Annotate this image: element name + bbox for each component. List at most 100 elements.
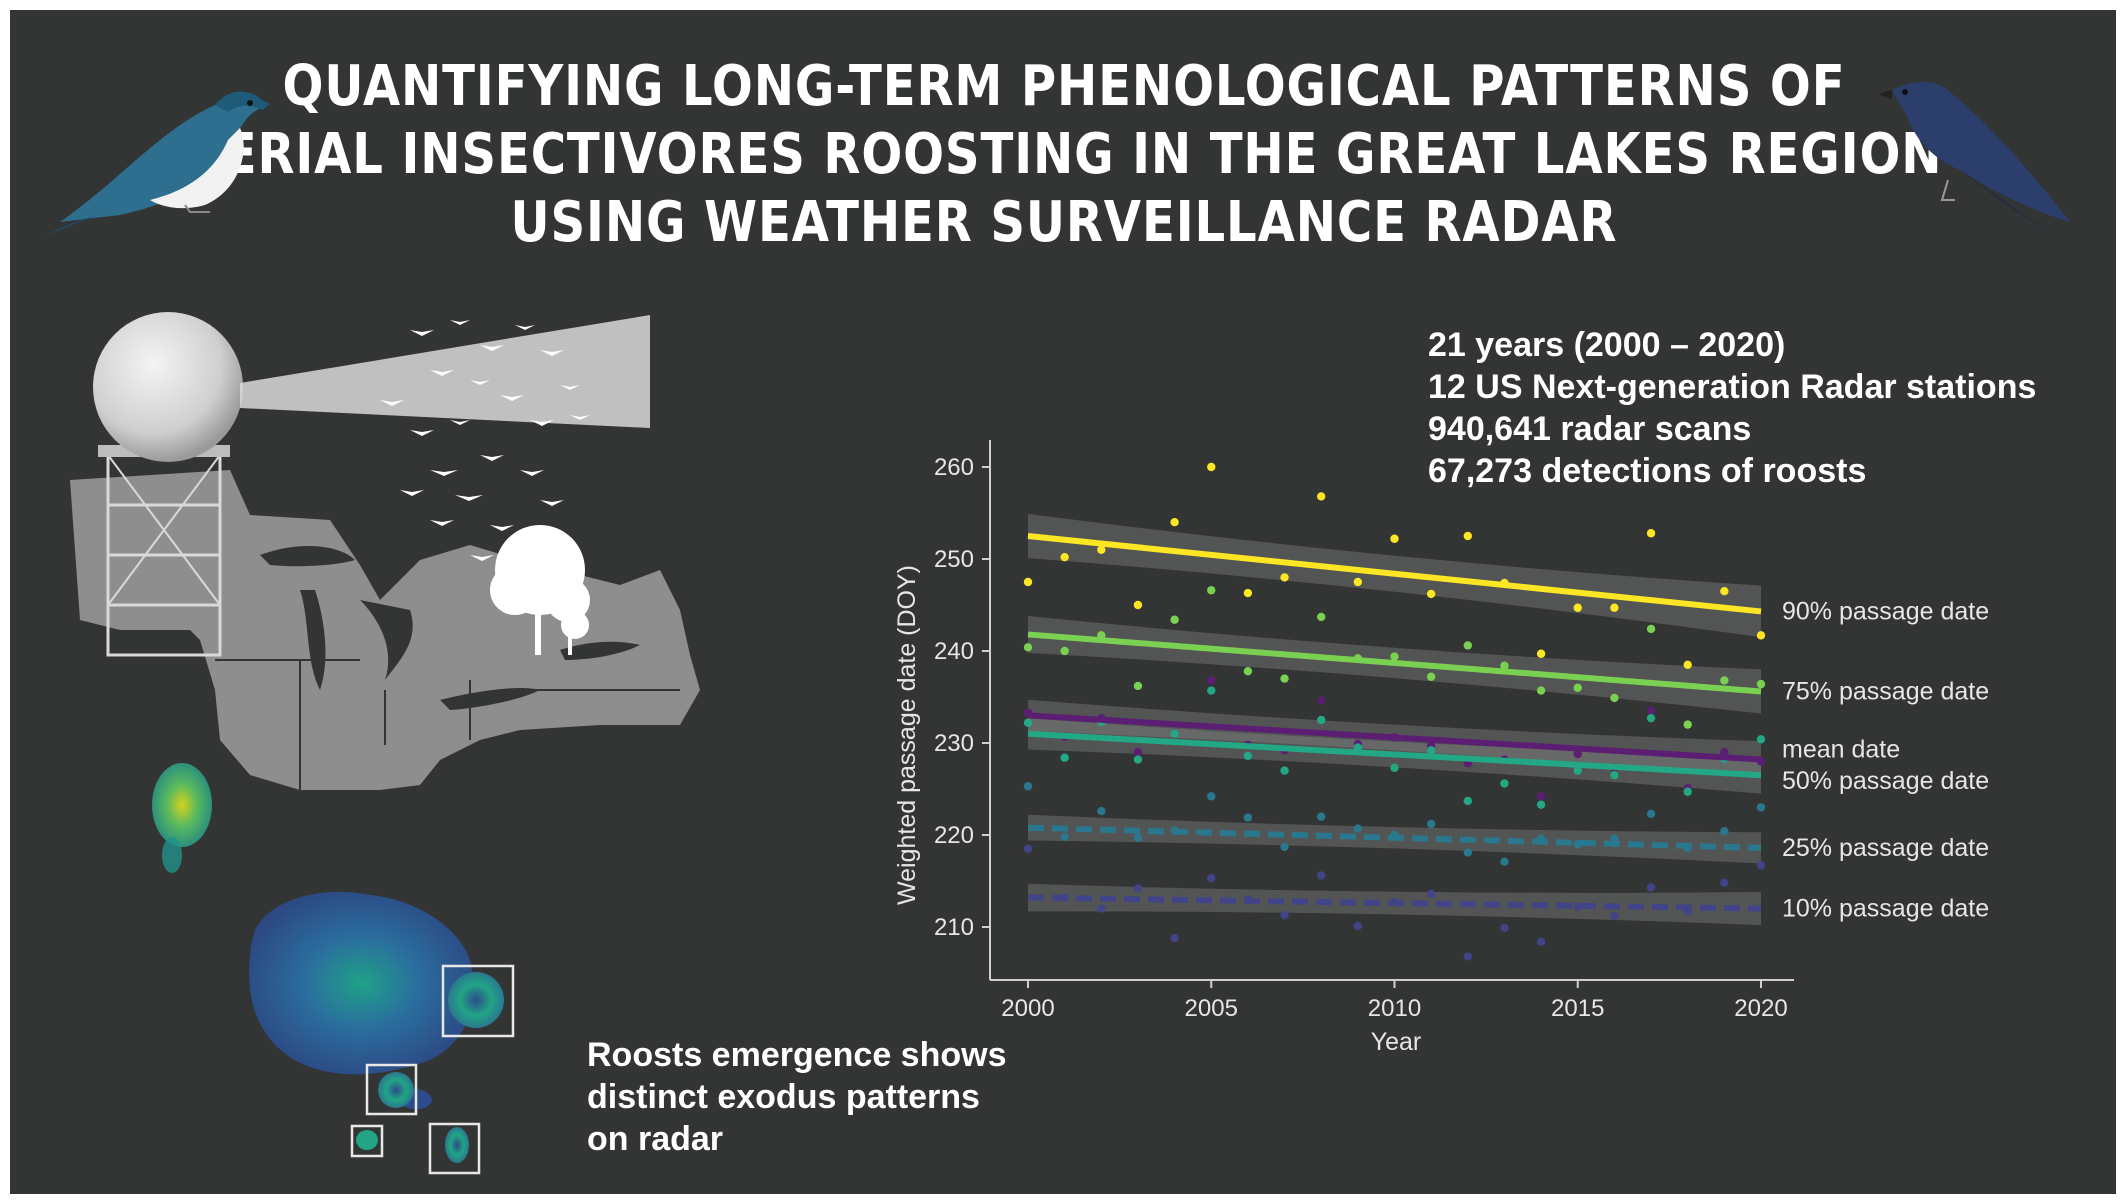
data-point xyxy=(1463,641,1473,650)
data-point xyxy=(1023,643,1033,652)
y-tick-label: 220 xyxy=(934,822,974,849)
data-point xyxy=(1353,824,1363,833)
data-point xyxy=(1463,848,1473,857)
data-point xyxy=(1133,748,1143,757)
data-point xyxy=(1610,693,1619,703)
data-point xyxy=(1170,729,1179,738)
data-point xyxy=(1097,806,1106,816)
stat-years: 21 years (2000 – 2020) xyxy=(1428,326,1786,364)
roost-box-2 xyxy=(365,1063,418,1116)
data-point xyxy=(1646,706,1656,715)
data-point xyxy=(1207,792,1216,801)
caption-line-2: distinct exodus patterns xyxy=(587,1078,980,1116)
data-point xyxy=(1280,842,1289,852)
tree-swallow-illustration xyxy=(40,91,270,238)
caption-line-3: on radar xyxy=(587,1120,724,1158)
data-point xyxy=(1646,624,1656,634)
data-point xyxy=(1610,603,1619,612)
title-line-2: AERIAL INSECTIVORES ROOSTING IN THE GREA… xyxy=(185,122,1943,187)
data-point xyxy=(1683,660,1692,669)
data-point xyxy=(1646,883,1656,892)
title-line-1: QUANTIFYING LONG-TERM PHENOLOGICAL PATTE… xyxy=(282,54,1846,119)
y-tick-label: 230 xyxy=(934,730,974,757)
stat-stations: 12 US Next-generation Radar stations xyxy=(1428,368,2037,406)
data-point xyxy=(1353,577,1363,587)
data-point xyxy=(1133,755,1143,764)
data-point xyxy=(1573,683,1582,692)
data-point xyxy=(1243,667,1253,676)
trend-line-75-passage-date xyxy=(1027,631,1762,695)
data-point xyxy=(1133,681,1143,691)
data-point xyxy=(1353,921,1363,931)
y-tick-label: 250 xyxy=(934,546,974,573)
data-point xyxy=(1060,832,1069,842)
caption-line-1: Roosts emergence shows xyxy=(587,1036,1007,1074)
x-tick-label: 2010 xyxy=(1368,995,1421,1022)
data-point xyxy=(1756,861,1766,870)
data-point xyxy=(1243,813,1253,822)
data-point xyxy=(1463,796,1473,806)
data-point xyxy=(1207,686,1216,695)
stat-detections: 67,273 detections of roosts xyxy=(1428,452,1867,490)
data-point xyxy=(1207,874,1216,883)
data-point xyxy=(1756,679,1766,689)
data-point xyxy=(1683,787,1692,796)
data-point xyxy=(1023,577,1033,587)
data-point xyxy=(1170,933,1179,943)
y-tick-label: 260 xyxy=(934,454,974,481)
data-point xyxy=(1317,696,1326,705)
series-label-10-passage-date: 10% passage date xyxy=(1782,895,1989,923)
data-point xyxy=(1207,676,1216,685)
data-point xyxy=(1060,552,1069,562)
data-point xyxy=(1536,792,1546,801)
data-point xyxy=(1317,871,1326,880)
data-point xyxy=(1573,603,1582,612)
data-point xyxy=(1463,952,1473,961)
data-point xyxy=(1317,492,1326,501)
data-point xyxy=(1500,661,1509,670)
data-point xyxy=(1426,672,1436,681)
y-tick-label: 240 xyxy=(934,638,974,665)
data-point xyxy=(1317,812,1326,821)
data-point xyxy=(1280,910,1289,920)
series-label-90-passage-date: 90% passage date xyxy=(1782,597,1989,625)
data-point xyxy=(1207,586,1216,595)
data-point xyxy=(1536,800,1546,809)
data-point xyxy=(1720,676,1729,685)
data-point xyxy=(1536,686,1546,695)
stat-scans: 940,641 radar scans xyxy=(1428,410,1752,448)
data-point xyxy=(1390,763,1399,773)
trend-line-90-passage-date xyxy=(1027,533,1762,615)
trend-line-mean-date xyxy=(1027,712,1762,763)
data-point xyxy=(1720,587,1729,596)
data-point xyxy=(1060,646,1069,656)
trend-line-50-passage-date xyxy=(1027,730,1762,779)
bird-flock xyxy=(380,320,590,565)
y-tick-label: 210 xyxy=(934,914,974,941)
data-point xyxy=(1610,911,1619,921)
data-point xyxy=(1426,819,1436,829)
data-point xyxy=(1500,857,1509,866)
data-point xyxy=(1536,649,1546,658)
data-point xyxy=(1023,782,1033,791)
data-point xyxy=(1390,652,1399,661)
data-point xyxy=(1023,844,1033,853)
data-point xyxy=(1536,937,1546,946)
data-point xyxy=(1133,600,1143,610)
data-point xyxy=(1426,589,1436,599)
data-point xyxy=(1720,878,1729,888)
data-point xyxy=(1720,827,1729,836)
data-point xyxy=(1573,749,1582,759)
purple-martin-illustration xyxy=(1878,81,2070,240)
data-point xyxy=(1170,518,1179,527)
data-point xyxy=(1060,753,1069,762)
data-point xyxy=(1207,462,1216,472)
data-point xyxy=(1317,715,1326,725)
data-point xyxy=(1426,746,1436,755)
data-point xyxy=(1243,588,1253,598)
data-point xyxy=(1243,751,1253,761)
data-point xyxy=(1646,529,1656,538)
data-point xyxy=(1683,720,1692,729)
